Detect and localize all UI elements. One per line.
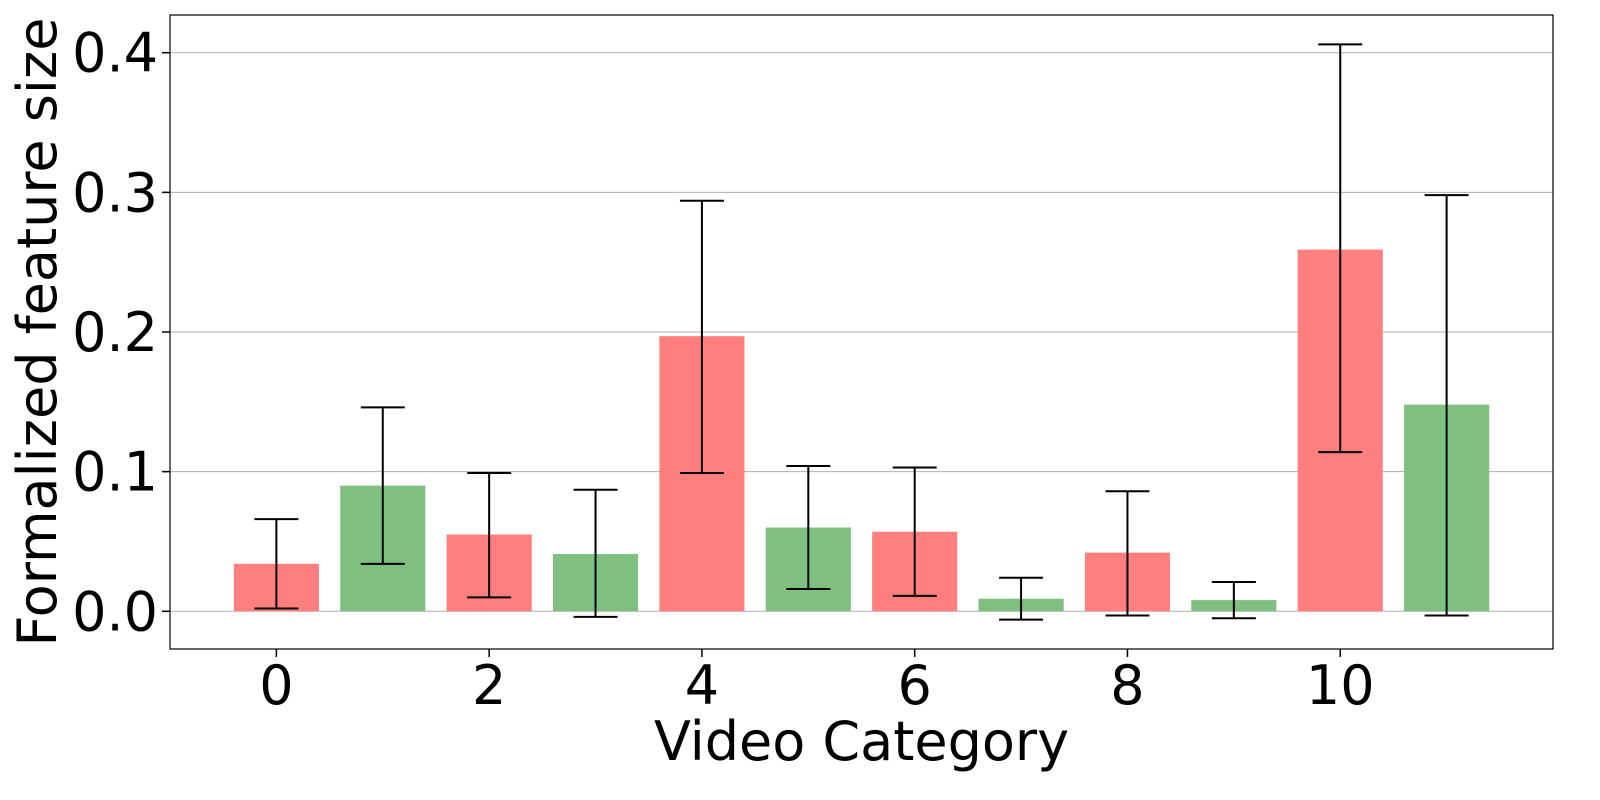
error-bar-category-7	[999, 576, 1044, 621]
ticks: 0.0 0.1 0.2 0.3 0.4 0 2 4 6 8 10	[72, 22, 1374, 717]
error-bar-category-10	[1318, 43, 1363, 454]
y-tick-label: 0.1	[72, 441, 158, 504]
y-tick-label: 0.2	[72, 301, 158, 364]
error-bar-category-11	[1424, 194, 1469, 617]
y-tick-label: 0.3	[72, 161, 158, 224]
x-tick-label: 10	[1306, 654, 1375, 717]
x-tick-label: 4	[685, 654, 719, 717]
error-bar-category-6	[892, 466, 937, 597]
bars	[233, 249, 1490, 612]
y-tick-label: 0.0	[72, 580, 158, 643]
x-tick-label: 6	[898, 654, 932, 717]
x-axis-label: Video Category	[654, 710, 1069, 773]
error-bar-category-0	[254, 518, 299, 610]
error-bar-category-3	[573, 488, 618, 618]
error-bar-category-5	[786, 465, 831, 590]
x-tick-label: 0	[259, 654, 293, 717]
error-bars	[254, 43, 1469, 621]
y-axis-label: Formalized feature size	[6, 18, 69, 647]
y-tick-label: 0.4	[72, 22, 158, 85]
error-bar-category-2	[467, 472, 512, 599]
error-bar-category-1	[360, 406, 405, 565]
error-bar-category-8	[1105, 490, 1150, 617]
error-bar-category-9	[1211, 580, 1256, 620]
x-tick-label: 8	[1110, 654, 1144, 717]
x-tick-label: 2	[472, 654, 506, 717]
error-bar-category-4	[679, 199, 724, 475]
